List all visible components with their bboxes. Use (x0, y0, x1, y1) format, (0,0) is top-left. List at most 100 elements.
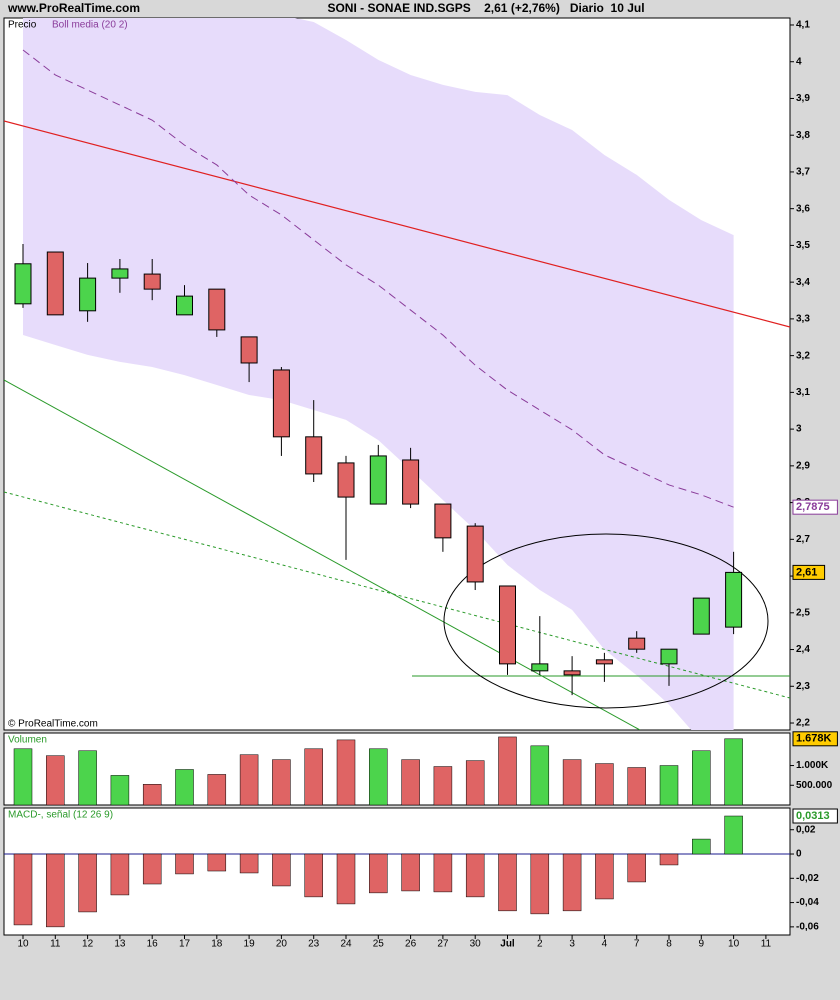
y-tick-label: 4,1 (796, 20, 810, 31)
candle-body (111, 268, 129, 279)
x-tick-label: 26 (405, 939, 417, 950)
macd-panel (3, 807, 791, 936)
y-tick-label: 2,3 (796, 681, 810, 692)
x-tick-label: 3 (569, 939, 575, 950)
y-tick-label: 3,7 (796, 167, 810, 178)
volume-bar (562, 759, 582, 805)
volume-bar (433, 766, 453, 805)
volume-bar (530, 745, 550, 805)
macd-bar (110, 853, 130, 896)
candle-body (499, 585, 516, 665)
x-tick-label: 16 (147, 939, 159, 950)
macd-bar (627, 853, 646, 883)
x-tick-label: 17 (179, 939, 191, 950)
x-tick-label: 13 (114, 939, 126, 950)
candle-body (369, 455, 387, 505)
x-tick-label: Jul (500, 939, 515, 950)
volume-bar (692, 750, 711, 805)
candle-body (272, 369, 290, 438)
x-tick-label: 30 (470, 939, 482, 950)
x-tick-label: 19 (244, 939, 256, 950)
site-name: www.ProRealTime.com (7, 1, 140, 15)
value-label-box (792, 564, 826, 580)
y-tick-label: 4 (796, 56, 802, 67)
y-tick-label: 0,02 (796, 824, 816, 835)
trend-line (4, 120, 790, 328)
volume-bar (239, 754, 259, 805)
y-tick-label: 3,6 (796, 203, 810, 214)
macd-bar (142, 853, 162, 885)
y-tick-label: 3,1 (796, 387, 810, 398)
value-label-box (792, 499, 838, 515)
volume-bar (595, 763, 614, 805)
candle-body (434, 503, 452, 539)
x-tick-label: 9 (699, 939, 705, 950)
x-tick-label: 23 (308, 939, 320, 950)
candle-body (692, 597, 710, 635)
x-tick-label: 25 (373, 939, 385, 950)
volume-bar (369, 748, 388, 805)
value-label-box (792, 731, 838, 747)
y-tick-label: 3,5 (796, 240, 810, 251)
candle-body (660, 648, 678, 665)
macd-bar (659, 853, 679, 866)
candle-body (79, 277, 97, 312)
macd-bar (530, 853, 550, 915)
chart-title: SONI - SONAE IND.SGPS 2,61 (+2,76%) Diar… (327, 1, 644, 15)
macd-bar (595, 853, 614, 900)
volume-bar (78, 750, 97, 805)
y-tick-label: 500.000 (796, 780, 833, 791)
y-tick-label: -0,04 (796, 897, 819, 908)
candle-body (337, 462, 355, 498)
macd-bar (401, 853, 420, 892)
y-tick-label: -0,06 (796, 922, 819, 933)
x-tick-label: 20 (276, 939, 288, 950)
volume-bar (336, 739, 356, 805)
candle-body (176, 295, 193, 316)
y-tick-label: 2,9 (796, 460, 810, 471)
volume-bar (46, 755, 65, 805)
candle-body (466, 525, 484, 583)
macd-bar (46, 853, 65, 928)
candle-body (143, 273, 161, 290)
y-tick-label: 2,4 (796, 644, 810, 655)
x-tick-label: 18 (211, 939, 223, 950)
volume-bar (272, 759, 291, 805)
volume-bar (142, 784, 162, 805)
volume-bar (724, 738, 743, 805)
macd-bar (175, 853, 194, 875)
macd-bar (13, 853, 33, 926)
x-tick-label: 10 (17, 939, 29, 950)
volume-bar (401, 759, 420, 805)
candle-body (208, 288, 226, 331)
macd-bar (239, 853, 259, 874)
y-tick-label: 2,7 (796, 534, 810, 545)
legend-price: Precio (8, 20, 37, 31)
value-label: 0,0313 (796, 810, 830, 822)
volume-bar (465, 760, 485, 805)
volume-bar (627, 767, 646, 805)
y-tick-label: -0,02 (796, 873, 819, 884)
candle-body (402, 459, 420, 505)
candle-body (563, 670, 581, 676)
value-label: 2,7875 (796, 501, 830, 513)
x-tick-label: 24 (340, 939, 352, 950)
x-tick-label: 7 (634, 939, 640, 950)
macd-bar (272, 853, 291, 887)
macd-bar (78, 853, 97, 913)
x-tick-label: 27 (437, 939, 449, 950)
macd-bar (562, 853, 582, 912)
volume-bar (175, 769, 194, 805)
x-tick-label: 8 (666, 939, 672, 950)
y-tick-label: 1.000K (796, 760, 829, 771)
volume-bar (13, 748, 33, 805)
y-tick-label: 3,8 (796, 130, 810, 141)
candle-body (628, 637, 646, 650)
volume-bar (110, 775, 130, 805)
y-tick-label: 3,9 (796, 93, 810, 104)
x-tick-label: 10 (728, 939, 740, 950)
trend-line (4, 379, 641, 730)
value-label: 2,61 (796, 566, 817, 578)
y-tick-label: 3,2 (796, 350, 810, 361)
